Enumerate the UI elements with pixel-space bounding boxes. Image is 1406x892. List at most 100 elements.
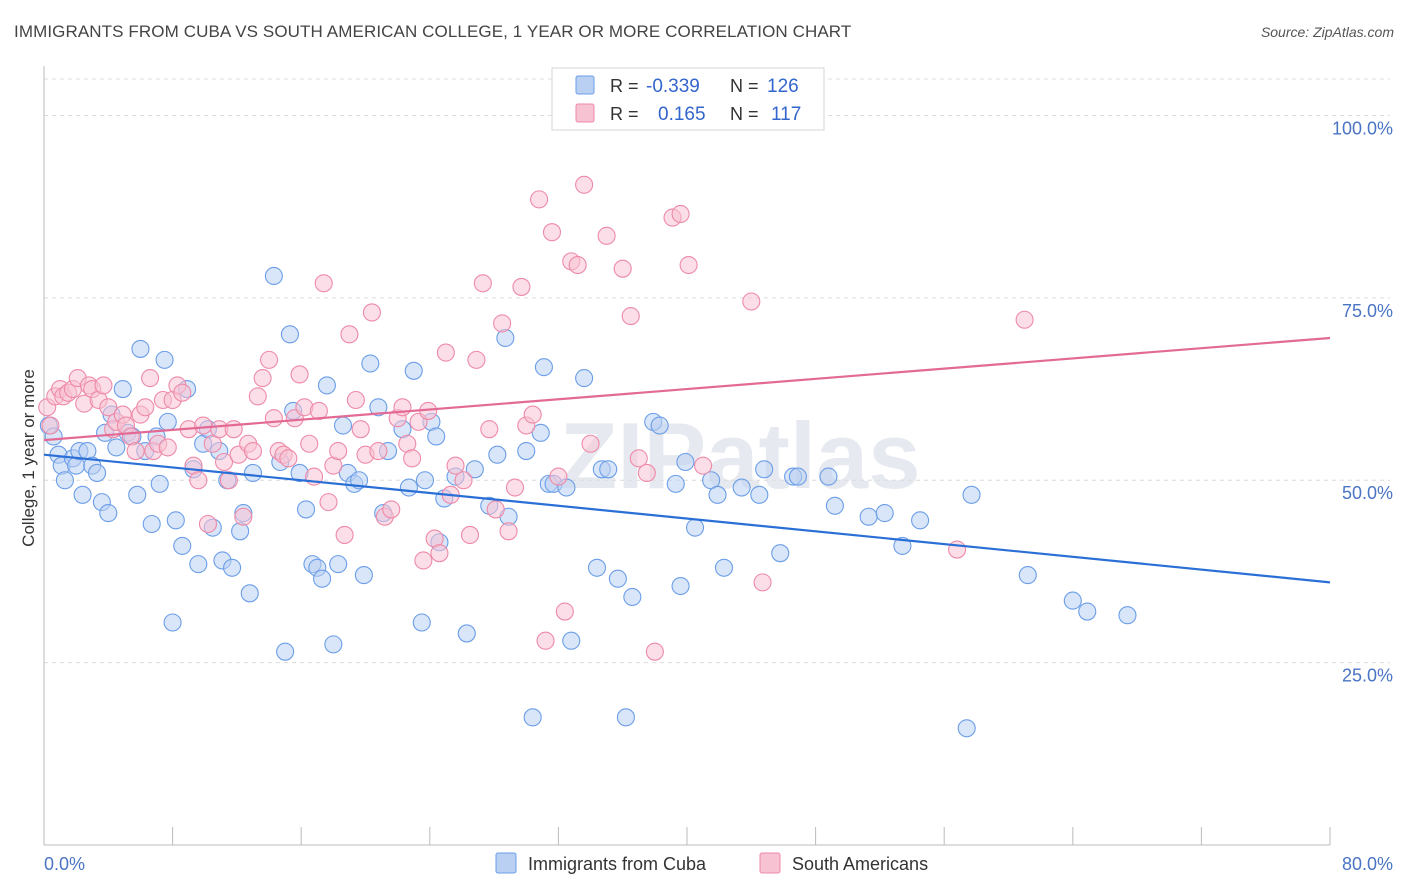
south-point-98 <box>555 602 574 621</box>
cuba-point-95 <box>608 569 627 588</box>
cuba-point-62 <box>354 566 373 585</box>
cuba-point-97 <box>623 587 642 607</box>
legend-n-value-south: 117 <box>771 104 801 125</box>
south-point-19 <box>126 442 145 461</box>
cuba-point-25 <box>150 474 169 493</box>
south-point-29 <box>173 383 192 402</box>
cuba-point-71 <box>415 471 435 490</box>
south-point-60 <box>329 442 348 461</box>
cuba-point-33 <box>189 555 208 574</box>
south-point-111 <box>671 204 690 224</box>
legend-r-value-south: 0.165 <box>658 104 706 125</box>
south-point-67 <box>369 442 388 461</box>
legend-swatch-south <box>575 103 595 123</box>
south-point-78 <box>430 544 449 563</box>
south-point-117 <box>948 540 967 559</box>
cuba-point-58 <box>333 416 353 435</box>
cuba-point-107 <box>732 478 751 497</box>
cuba-point-83 <box>517 442 536 461</box>
cuba-point-20 <box>128 485 147 504</box>
south-point-83 <box>460 525 480 545</box>
south-point-93 <box>523 405 542 424</box>
cuba-point-94 <box>599 460 618 479</box>
y-tick-label-2: 75.0% <box>1342 301 1393 321</box>
south-point-39 <box>224 420 243 439</box>
south-point-69 <box>382 500 401 519</box>
gridlines <box>44 78 1390 664</box>
cuba-point-110 <box>771 544 790 563</box>
legend-r-label-cuba: R = <box>610 76 639 96</box>
south-point-85 <box>473 274 492 293</box>
cuba-point-40 <box>223 558 242 577</box>
cuba-point-92 <box>587 558 607 577</box>
south-point-66 <box>362 303 381 322</box>
cuba-point-113 <box>819 467 838 486</box>
south-point-46 <box>259 350 279 369</box>
south-point-113 <box>694 456 713 475</box>
cuba-point-16 <box>107 438 126 457</box>
south-point-79 <box>436 343 455 362</box>
legend-n-label-south: N = <box>730 104 759 124</box>
cuba-point-45 <box>264 266 283 286</box>
cuba-point-109 <box>755 460 774 479</box>
south-point-101 <box>575 175 594 194</box>
south-point-54 <box>300 434 319 453</box>
legend-swatch-cuba <box>575 75 595 95</box>
south-point-86 <box>480 420 499 439</box>
legend-n-value-cuba: 126 <box>767 76 799 97</box>
cuba-point-64 <box>369 398 388 417</box>
south-point-47 <box>264 409 283 428</box>
cuba-point-55 <box>317 376 336 395</box>
chart-source: Source: ZipAtlas.com <box>1260 24 1394 40</box>
x-tick-label-max: 80.0% <box>1342 854 1393 874</box>
cuba-point-101 <box>671 576 690 596</box>
cuba-point-100 <box>666 474 685 493</box>
south-point-89 <box>499 522 518 541</box>
south-point-112 <box>679 255 698 275</box>
south-point-109 <box>645 642 664 661</box>
cuba-point-119 <box>957 719 976 738</box>
stats-legend: R = -0.339 N = 126 R = 0.165 N = 117 <box>551 67 825 131</box>
south-point-82 <box>454 471 473 490</box>
cuba-point-121 <box>1018 566 1037 585</box>
south-point-71 <box>393 398 412 417</box>
cuba-point-91 <box>575 369 594 388</box>
south-point-52 <box>290 365 309 384</box>
trend-line-cuba <box>43 453 1331 584</box>
cuba-point-115 <box>859 507 878 526</box>
cuba-point-108 <box>750 485 769 504</box>
south-point-116 <box>1015 310 1034 329</box>
chart-title: IMMIGRANTS FROM CUBA VS SOUTH AMERICAN C… <box>14 22 852 41</box>
cuba-point-63 <box>361 354 380 373</box>
south-point-115 <box>753 573 772 592</box>
south-point-57 <box>314 274 333 293</box>
south-point-105 <box>613 259 632 278</box>
south-point-45 <box>253 369 272 388</box>
south-point-37 <box>214 452 234 472</box>
x-tick-label-min: 0.0% <box>44 854 85 874</box>
south-point-43 <box>243 442 263 461</box>
bottom-legend-label-cuba: Immigrants from Cuba <box>528 854 707 874</box>
south-point-114 <box>742 292 761 311</box>
stats-legend-box <box>551 67 825 131</box>
south-point-61 <box>335 525 354 545</box>
south-point-26 <box>158 438 177 457</box>
south-point-90 <box>505 478 525 497</box>
south-point-75 <box>414 551 433 570</box>
south-point-62 <box>340 325 359 344</box>
cuba-point-4 <box>55 471 74 490</box>
cuba-point-117 <box>893 536 912 555</box>
south-point-32 <box>189 471 208 490</box>
legend-r-label-south: R = <box>610 104 639 124</box>
south-point-73 <box>403 449 422 468</box>
cuba-point-17 <box>113 379 132 399</box>
south-point-1 <box>41 416 60 435</box>
cuba-point-102 <box>676 452 695 472</box>
south-point-103 <box>597 226 616 245</box>
cuba-point-77 <box>457 624 476 643</box>
cuba-point-21 <box>131 339 150 358</box>
cuba-point-54 <box>313 569 332 588</box>
bottom-legend-swatch-south <box>759 852 781 874</box>
cuba-point-78 <box>465 460 484 479</box>
south-point-81 <box>446 456 465 475</box>
